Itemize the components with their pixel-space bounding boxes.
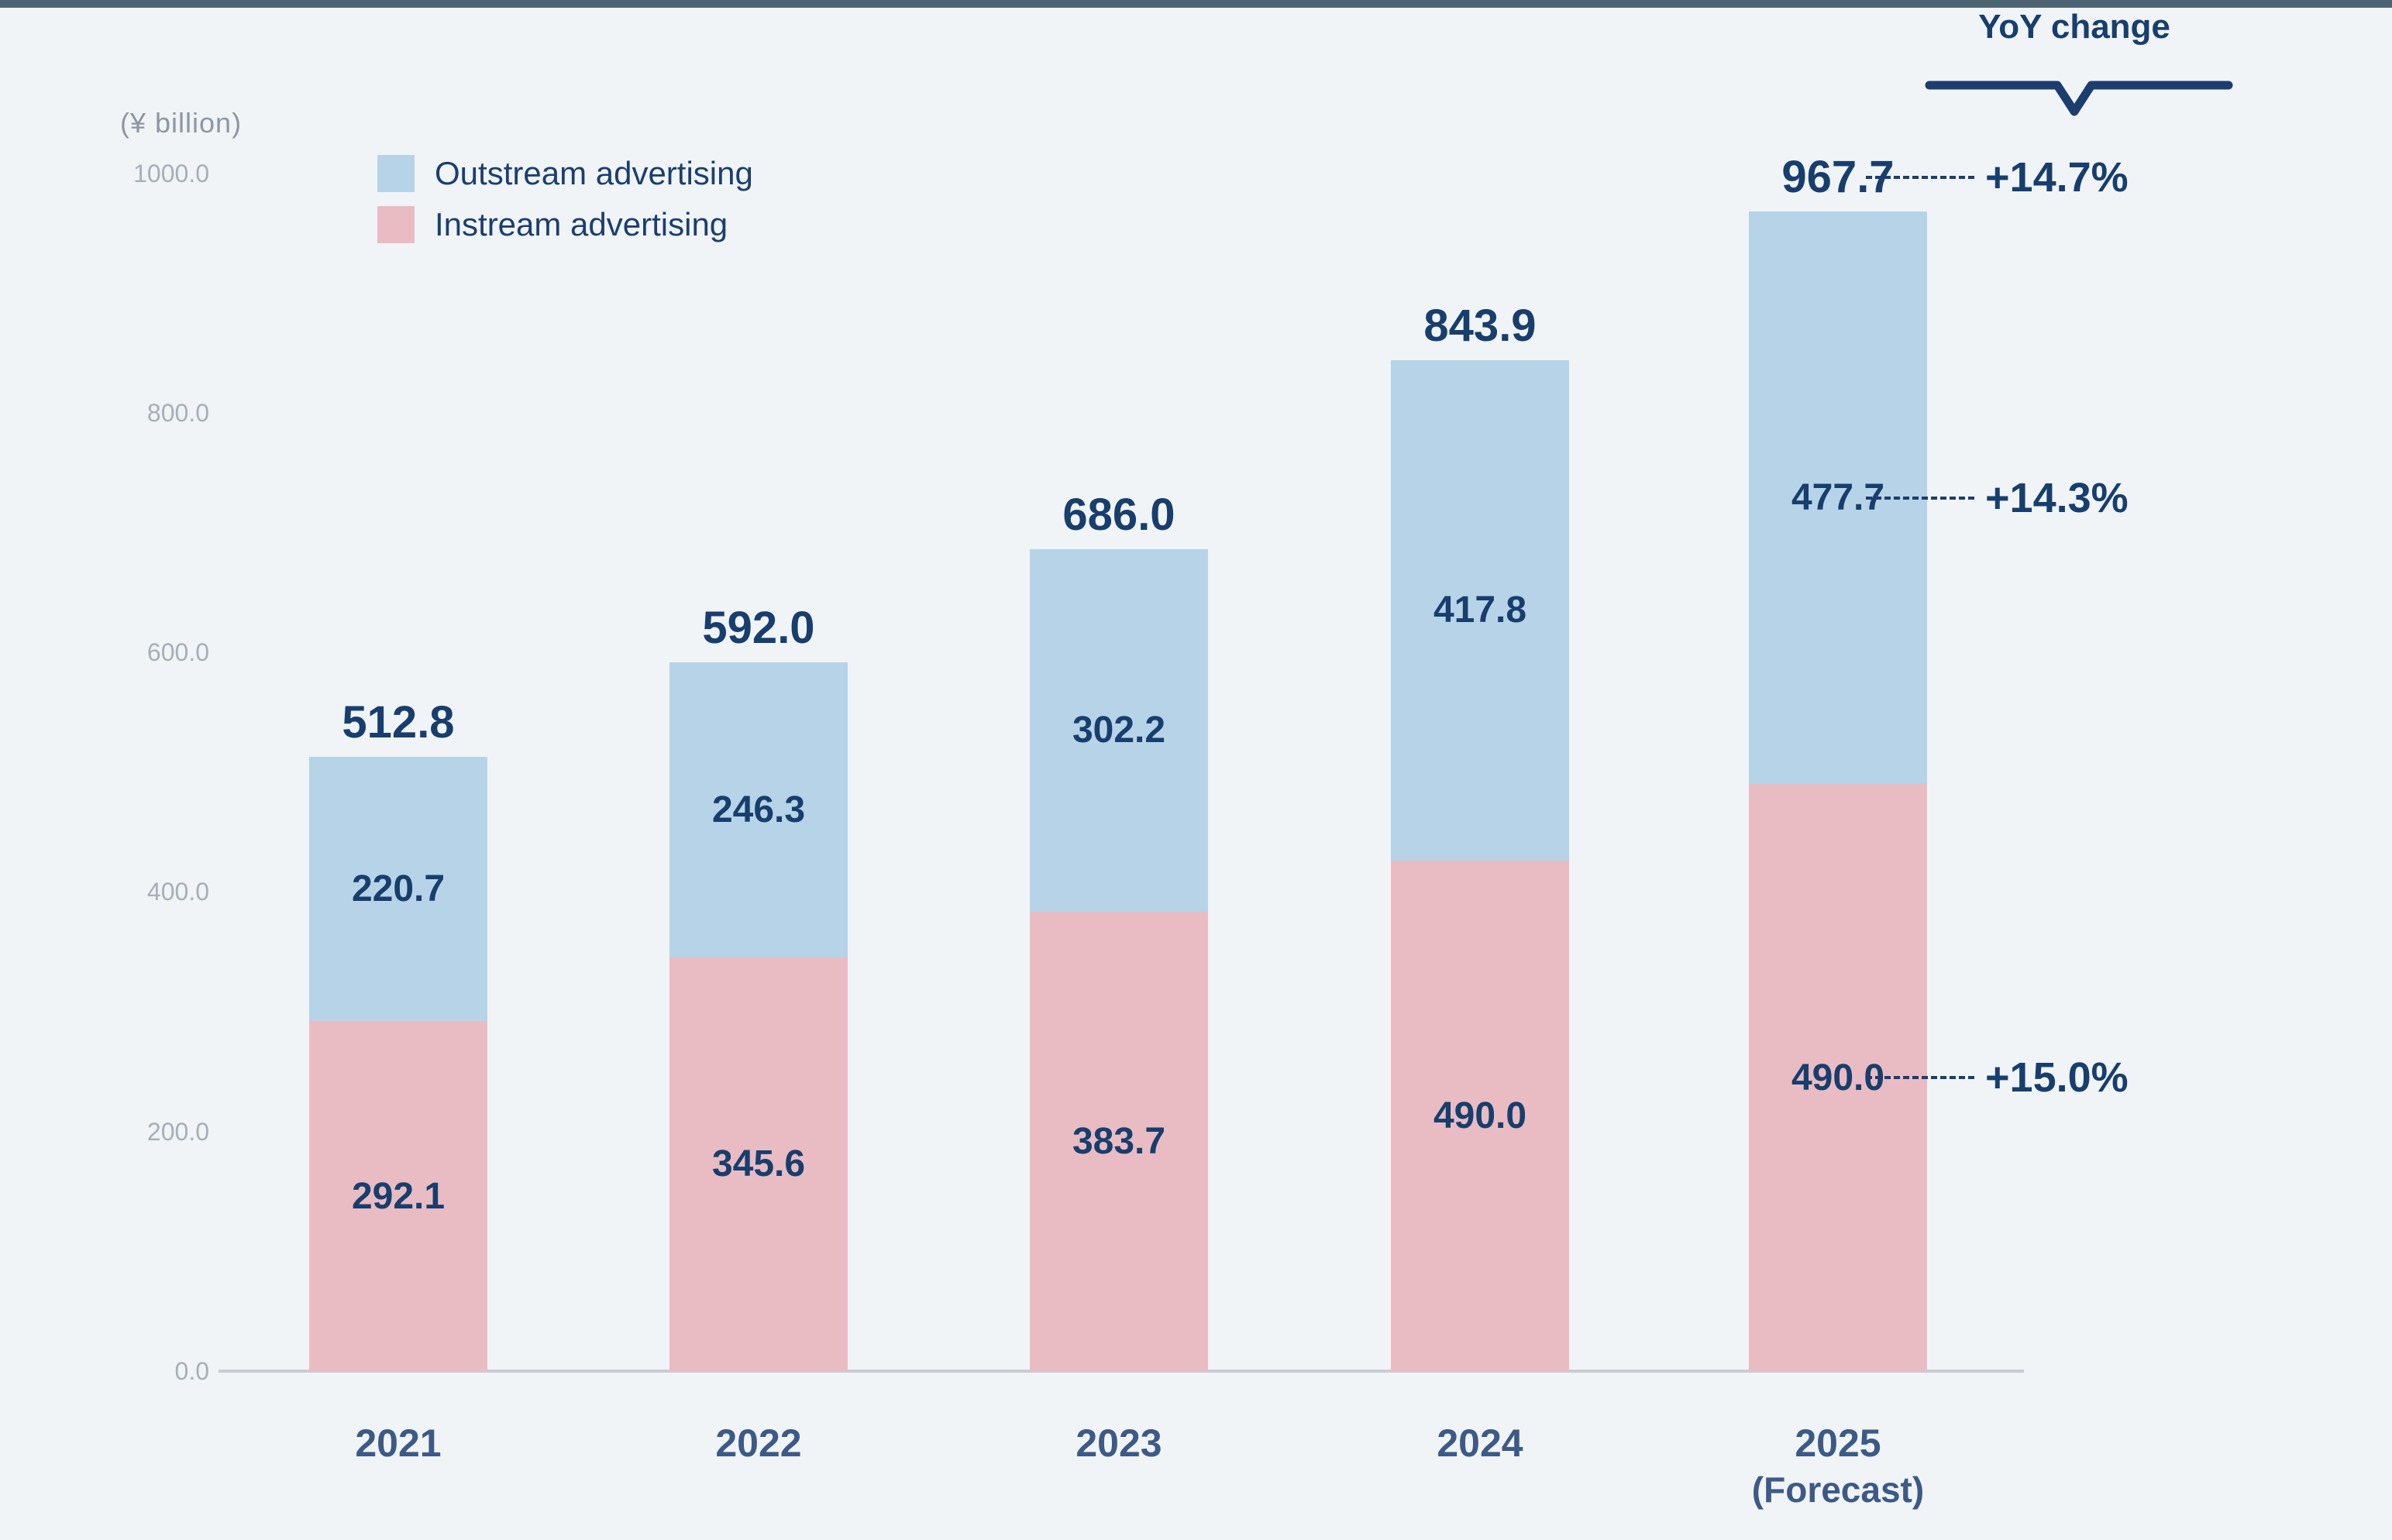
legend: Outstream advertising Instream advertisi…	[377, 155, 753, 243]
outstream-bar-segment: 246.3	[669, 662, 848, 957]
yoy-percentage-label: +14.3%	[1985, 474, 2129, 521]
outstream-value-label: 417.8	[1433, 590, 1527, 631]
instream-bar-segment: 383.7	[1030, 911, 1208, 1371]
yoy-change-title: YoY change	[1978, 8, 2170, 46]
y-axis-tick-label: 1000.0	[133, 159, 209, 187]
outstream-bar-segment: 220.7	[309, 756, 487, 1022]
yoy-bracket-icon	[1925, 81, 2233, 116]
y-axis-tick-label: 0.0	[174, 1357, 209, 1385]
outstream-bar-segment: 417.8	[1391, 359, 1569, 861]
x-axis-category-label: 2022	[715, 1421, 802, 1465]
outstream-value-label: 302.2	[1072, 710, 1166, 751]
top-accent-strip	[0, 0, 2392, 8]
outstream-bar-segment: 302.2	[1030, 549, 1208, 912]
instream-bar-segment: 345.6	[669, 957, 848, 1371]
instream-value-label: 490.0	[1433, 1095, 1527, 1137]
y-axis-unit-label: (¥ billion)	[120, 107, 243, 139]
legend-item-instream: Instream advertising	[377, 206, 753, 243]
instream-legend-label: Instream advertising	[435, 206, 728, 242]
instream-bar-segment: 490.0	[1391, 861, 1569, 1371]
y-axis-tick-label: 200.0	[146, 1117, 209, 1146]
legend-item-outstream: Outstream advertising	[377, 155, 753, 192]
x-axis-line	[219, 1370, 2024, 1373]
yoy-connector-line	[1866, 1076, 1974, 1080]
outstream-legend-label: Outstream advertising	[435, 155, 753, 191]
x-axis-category-label: 2021	[355, 1421, 442, 1465]
bar-total-label: 592.0	[702, 602, 815, 653]
yoy-connector-line	[1866, 176, 1974, 180]
bar-total-label: 512.8	[342, 696, 455, 748]
instream-value-label: 292.1	[351, 1175, 446, 1217]
x-axis-category-sublabel: (Forecast)	[1751, 1470, 1925, 1510]
instream-bar-segment: 292.1	[309, 1021, 487, 1371]
bar-total-label: 686.0	[1062, 490, 1175, 541]
instream-value-label: 345.6	[711, 1143, 806, 1185]
outstream-value-label: 246.3	[711, 789, 806, 830]
x-axis-category-label: 2024	[1437, 1421, 1523, 1465]
yoy-percentage-label: +14.7%	[1985, 154, 2129, 201]
x-axis-category-label: 2025	[1795, 1421, 1881, 1465]
yoy-percentage-label: +15.0%	[1985, 1054, 2129, 1102]
instream-legend-swatch	[377, 206, 415, 243]
y-axis-tick-label: 400.0	[146, 878, 209, 906]
instream-value-label: 383.7	[1072, 1120, 1166, 1162]
y-axis-tick-label: 600.0	[146, 638, 209, 667]
x-axis-category-label: 2023	[1076, 1421, 1162, 1465]
outstream-legend-swatch	[377, 155, 415, 192]
yoy-connector-line	[1866, 496, 1974, 500]
outstream-value-label: 220.7	[351, 868, 446, 910]
y-axis-tick-label: 800.0	[146, 398, 209, 427]
bar-total-label: 843.9	[1423, 300, 1537, 351]
